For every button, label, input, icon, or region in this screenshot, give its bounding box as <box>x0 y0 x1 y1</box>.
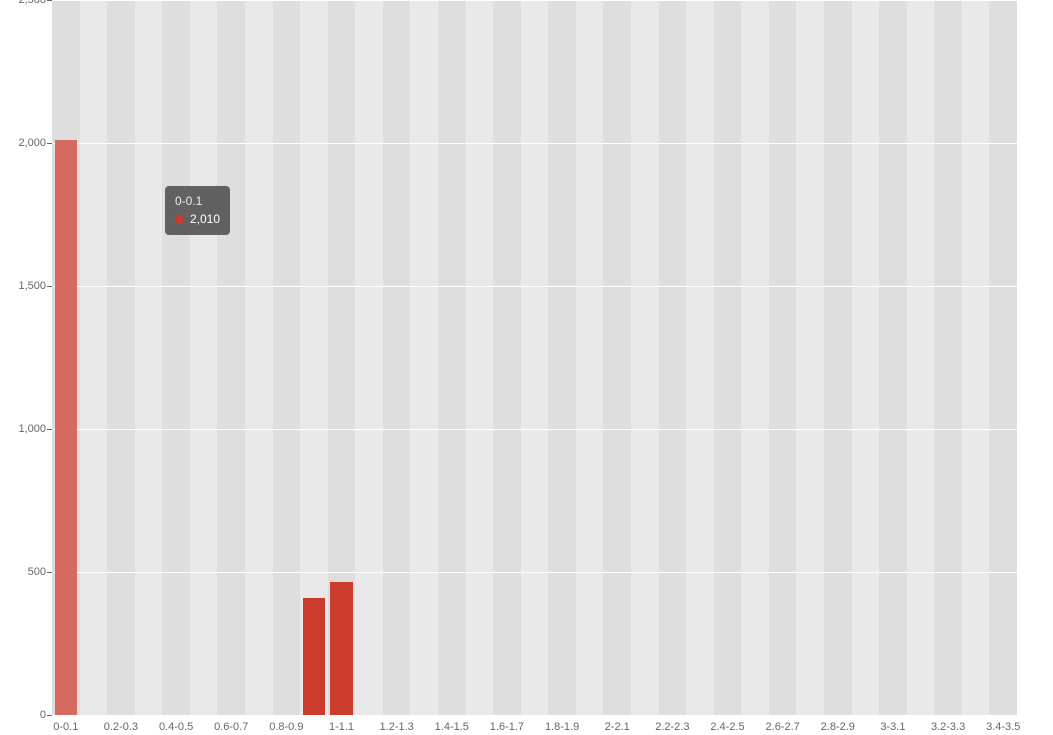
histogram-chart: 0 500 1,000 1,500 2,000 2,500 0-0.1 0.2-0.3 0.4… <box>0 0 1053 735</box>
x-tick-label: 1.8-1.9 <box>545 721 579 733</box>
tooltip-title: 0-0.1 <box>175 192 220 210</box>
x-tick-label: 2.2-2.3 <box>655 721 689 733</box>
y-tick-mark <box>47 0 52 1</box>
gridline <box>52 715 1017 716</box>
tooltip-value: 2,010 <box>190 210 220 228</box>
bar[interactable] <box>303 598 325 715</box>
x-tick-label: 1.4-1.5 <box>435 721 469 733</box>
x-tick-label: 2.8-2.9 <box>821 721 855 733</box>
plot-area[interactable]: 05001,0001,5002,0002,500 0-0.10.2-0.30.4… <box>52 0 1017 715</box>
x-tick-label: 0.2-0.3 <box>104 721 138 733</box>
x-tick-label: 3.2-3.3 <box>931 721 965 733</box>
y-tick-label: 2,000 <box>18 137 46 149</box>
bar[interactable] <box>330 582 352 715</box>
y-tick-mark <box>47 429 52 430</box>
x-tick-label: 1.2-1.3 <box>380 721 414 733</box>
x-tick-label: 2.4-2.5 <box>710 721 744 733</box>
x-tick-label: 1-1.1 <box>329 721 354 733</box>
x-tick-label: 0-0.1 <box>53 721 78 733</box>
tooltip-swatch-icon <box>175 215 184 224</box>
x-tick-label: 2-2.1 <box>605 721 630 733</box>
bars-layer <box>52 0 1017 715</box>
x-tick-label: 0.4-0.5 <box>159 721 193 733</box>
x-tick-label: 0.6-0.7 <box>214 721 248 733</box>
x-tick-label: 1.6-1.7 <box>490 721 524 733</box>
y-tick-label: 2,500 <box>18 0 46 6</box>
y-tick-label: 0 <box>40 709 46 721</box>
x-tick-label: 3.4-3.5 <box>986 721 1020 733</box>
y-tick-label: 1,500 <box>18 280 46 292</box>
y-tick-label: 1,000 <box>18 423 46 435</box>
y-tick-mark <box>47 143 52 144</box>
y-tick-mark <box>47 572 52 573</box>
bar[interactable] <box>55 140 77 715</box>
y-tick-mark <box>47 715 52 716</box>
tooltip: 0-0.1 2,010 <box>165 186 230 235</box>
x-tick-label: 0.8-0.9 <box>269 721 303 733</box>
y-tick-label: 500 <box>28 566 46 578</box>
x-tick-label: 3-3.1 <box>880 721 905 733</box>
x-tick-label: 2.6-2.7 <box>766 721 800 733</box>
y-tick-mark <box>47 286 52 287</box>
